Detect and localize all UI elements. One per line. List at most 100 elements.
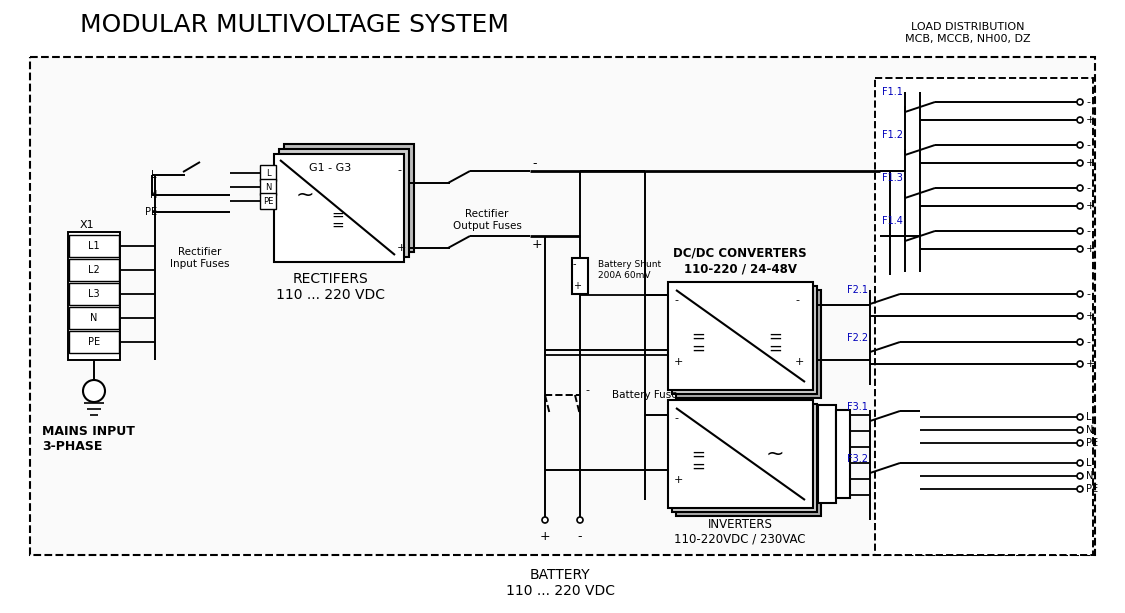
Text: PE: PE [145,207,158,217]
Text: PE: PE [263,197,273,205]
Circle shape [577,517,583,523]
Text: -: - [1086,97,1090,107]
Bar [69,235,119,257]
Text: -: - [573,259,576,269]
Bar [836,410,850,498]
Text: Battery Fuse: Battery Fuse [612,390,677,400]
Bar [672,404,817,512]
Text: -: - [795,295,799,305]
Bar [69,307,119,329]
Text: PE: PE [88,337,100,347]
Text: N: N [90,313,98,323]
Text: INVERTERS
110-220VDC / 230VAC: INVERTERS 110-220VDC / 230VAC [674,518,806,546]
Text: +: + [1086,115,1096,125]
Bar [68,232,120,360]
Text: -: - [585,385,590,395]
Bar [284,144,414,252]
Text: =: = [768,340,782,358]
Text: =: = [691,340,705,358]
Text: RECTIFERS
110 ... 220 VDC: RECTIFERS 110 ... 220 VDC [276,272,385,302]
Circle shape [1077,361,1083,367]
Text: -: - [674,413,678,423]
Circle shape [1077,142,1083,148]
Text: +: + [1086,311,1096,321]
Circle shape [1077,99,1083,105]
Text: +: + [1086,201,1096,211]
Text: +: + [532,237,542,251]
Text: ~: ~ [296,185,314,205]
Text: PE: PE [1086,484,1098,494]
Text: -: - [532,158,537,170]
Text: F1.2: F1.2 [882,130,903,140]
Bar [274,154,404,262]
Bar [676,290,821,398]
Bar [260,193,276,209]
Text: MODULAR MULTIVOLTAGE SYSTEM: MODULAR MULTIVOLTAGE SYSTEM [81,13,510,37]
Text: L3: L3 [88,289,100,299]
Bar [260,165,276,181]
Text: L: L [266,169,270,178]
Text: -: - [1086,183,1090,193]
Circle shape [1077,486,1083,492]
Bar [676,408,821,516]
Text: F1.1: F1.1 [882,87,903,97]
Bar [875,78,1094,555]
Text: Rectifier
Input Fuses: Rectifier Input Fuses [170,247,230,268]
Text: PE: PE [1086,438,1098,448]
Text: LOAD DISTRIBUTION
MCB, MCCB, NH00, DZ: LOAD DISTRIBUTION MCB, MCCB, NH00, DZ [906,22,1030,44]
Text: F1.4: F1.4 [882,216,903,226]
Circle shape [1077,203,1083,209]
Text: N: N [1086,425,1094,435]
Text: +: + [397,243,406,253]
Bar [668,282,813,390]
Text: -: - [1086,337,1090,347]
Text: +: + [573,281,580,291]
Text: L2: L2 [88,265,100,275]
Text: Battery Shunt
200A 60mV: Battery Shunt 200A 60mV [598,261,661,280]
Text: +: + [674,475,683,485]
Text: L: L [1086,458,1091,468]
Text: N: N [1086,471,1094,481]
Text: L: L [152,170,158,180]
Bar [69,331,119,353]
Bar [279,149,410,257]
Text: F2.1: F2.1 [847,285,868,295]
Text: +: + [1086,158,1096,168]
Text: =: = [332,207,344,223]
Circle shape [1077,228,1083,234]
Text: -: - [578,530,583,543]
Text: +: + [674,357,683,367]
Circle shape [83,380,105,402]
Bar [818,405,836,503]
Bar [69,283,119,305]
Circle shape [1077,414,1083,420]
Text: =: = [768,328,782,346]
Text: X1: X1 [80,220,94,230]
Text: -: - [674,295,678,305]
Bar [260,179,276,195]
Circle shape [1077,427,1083,433]
Text: +: + [1086,359,1096,369]
Circle shape [1077,460,1083,466]
Text: Rectifier
Output Fuses: Rectifier Output Fuses [452,209,522,231]
Circle shape [1077,473,1083,479]
Text: N: N [264,183,271,191]
Text: BATTERY
110 ... 220 VDC: BATTERY 110 ... 220 VDC [505,568,614,598]
Circle shape [1077,313,1083,319]
Text: G1 - G3: G1 - G3 [309,163,351,173]
Text: F3.1: F3.1 [847,402,868,412]
Text: F3.2: F3.2 [847,454,868,464]
Circle shape [1077,117,1083,123]
Text: ~: ~ [766,444,784,464]
Text: F2.2: F2.2 [847,333,868,343]
Text: DC/DC CONVERTERS
110-220 / 24-48V: DC/DC CONVERTERS 110-220 / 24-48V [673,247,807,275]
Text: -: - [397,165,400,175]
Bar [69,259,119,281]
Text: -: - [1086,226,1090,236]
Text: +: + [795,357,804,367]
Text: L: L [1086,412,1091,422]
Text: +: + [540,530,550,543]
Text: -: - [1086,140,1090,150]
Circle shape [1077,440,1083,446]
Bar [672,286,817,394]
